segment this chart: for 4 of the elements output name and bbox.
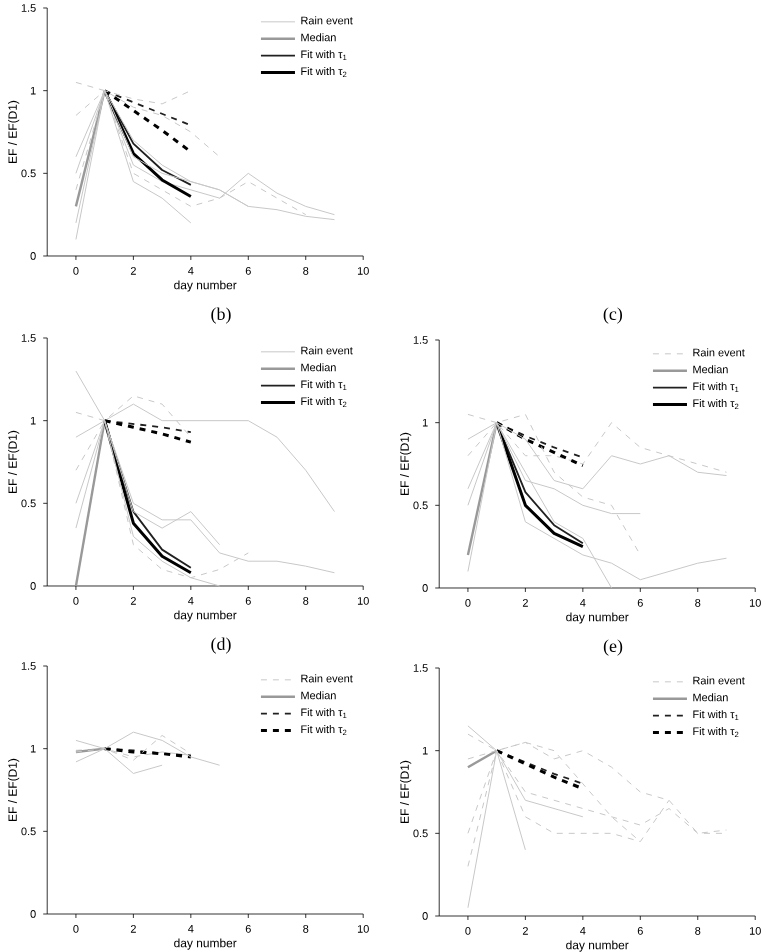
text: (b) (211, 307, 231, 324)
text: (d) (211, 637, 231, 654)
text: (e) (603, 639, 623, 656)
text: (c) (603, 307, 623, 324)
